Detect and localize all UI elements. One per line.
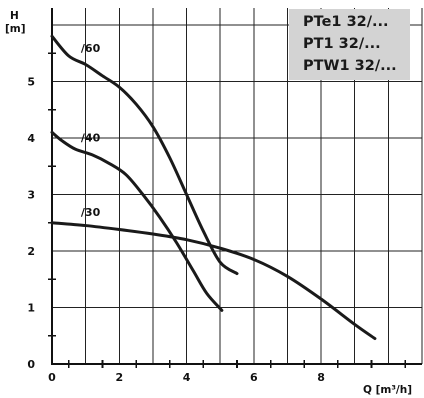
y-tick-label: 5 bbox=[27, 75, 35, 88]
grid bbox=[52, 8, 423, 364]
model-title-box: PTe1 32/... PT1 32/... PTW1 32/... bbox=[289, 9, 410, 80]
x-tick-label: 0 bbox=[48, 371, 56, 384]
x-tick-label: 6 bbox=[250, 371, 258, 384]
series-labels: /60/40/30 bbox=[81, 42, 101, 219]
y-axis-label: H bbox=[10, 10, 19, 22]
curve-40 bbox=[50, 130, 224, 312]
curve-60 bbox=[50, 34, 239, 276]
y-tick-label: 0 bbox=[27, 358, 35, 371]
x-tick-label: 4 bbox=[183, 371, 191, 384]
series-label-30: /30 bbox=[81, 206, 101, 219]
model-title-line-2: PT1 32/... bbox=[303, 36, 381, 52]
y-tick-label: 1 bbox=[27, 301, 35, 314]
curve-30 bbox=[50, 221, 377, 341]
model-title-line-1: PTe1 32/... bbox=[303, 14, 389, 30]
x-tick-label: 2 bbox=[115, 371, 123, 384]
series-label-60: /60 bbox=[81, 42, 101, 55]
x-axis-label: Q [m³/h] bbox=[363, 384, 412, 396]
y-tick-label: 4 bbox=[27, 132, 35, 145]
x-tick-label: 8 bbox=[317, 371, 325, 384]
tick-labels: 0 2 4 6 8 0 1 2 3 4 5 bbox=[27, 75, 325, 384]
y-tick-label: 2 bbox=[27, 245, 35, 258]
model-title-line-3: PTW1 32/... bbox=[303, 58, 397, 74]
y-tick-label: 3 bbox=[27, 188, 35, 201]
series-label-40: /40 bbox=[81, 131, 101, 144]
y-axis-unit: [m] bbox=[5, 23, 26, 35]
curves bbox=[50, 34, 377, 341]
